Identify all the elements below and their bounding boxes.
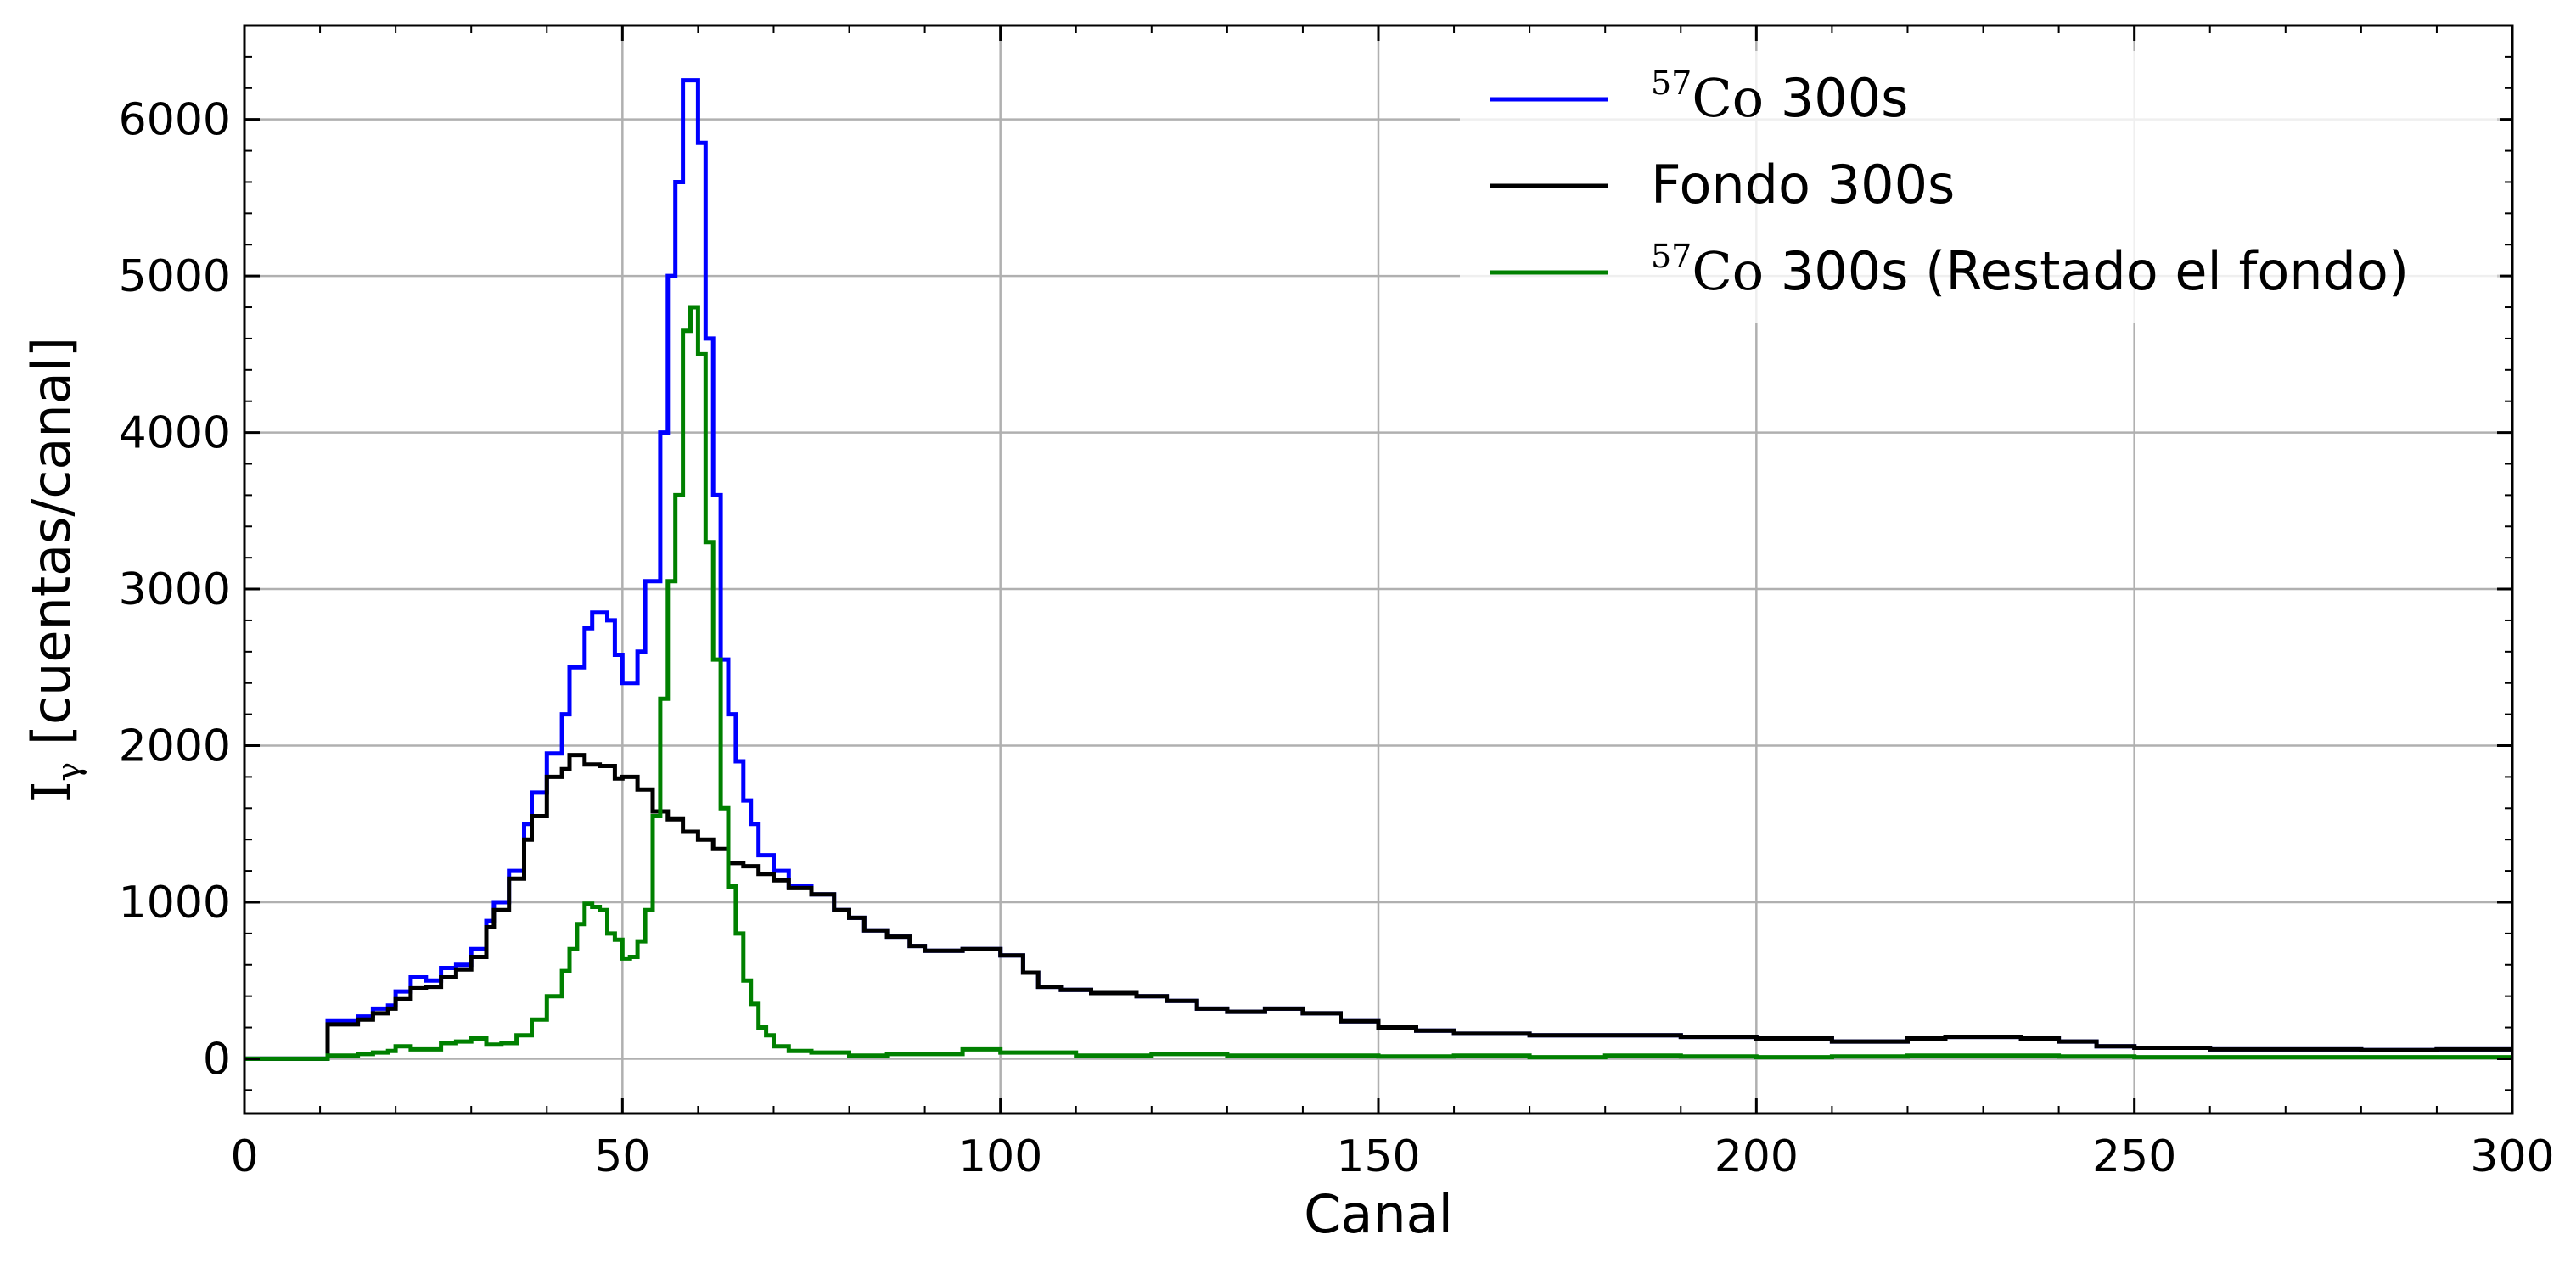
y-tick-label: 2000	[119, 721, 231, 772]
y-axis-label-subscript: γ	[50, 762, 87, 782]
legend-label-co57-restado: 57Co 300s (Restado el fondo)	[1651, 238, 2409, 302]
svg-text:Iγ [cuentas/canal]: Iγ [cuentas/canal]	[20, 337, 87, 802]
y-tick-label: 5000	[119, 251, 231, 302]
plot-frame	[243, 24, 2514, 1115]
x-tick-label: 0	[230, 1131, 258, 1182]
x-tick-label: 150	[1336, 1131, 1420, 1182]
x-tick-label: 200	[1715, 1131, 1799, 1182]
y-tick-label: 6000	[119, 95, 231, 146]
y-tick-label: 3000	[119, 564, 231, 615]
x-tick-label: 250	[2092, 1131, 2176, 1182]
legend-box	[1460, 51, 2500, 323]
tick-labels: 0 50 100 150 200 250 3000100020003000400050006…	[119, 95, 2555, 1182]
legend-label-fondo: Fondo 300s	[1651, 154, 1955, 216]
x-axis-label: Canal	[1304, 1183, 1453, 1245]
x-tick-label: 300	[2470, 1131, 2554, 1182]
series-layer	[244, 78, 2512, 1061]
y-axis-label-units: [cuentas/canal]	[20, 337, 82, 762]
x-tick-label: 50	[594, 1131, 650, 1182]
y-tick-label: 0	[203, 1034, 231, 1085]
x-tick-label: 100	[958, 1131, 1042, 1182]
y-tick-label: 1000	[119, 878, 231, 929]
y-axis-label: Iγ [cuentas/canal]	[20, 337, 87, 802]
series-fondo	[244, 753, 2512, 1061]
series-co57-restado	[244, 305, 2512, 1061]
y-axis-label-symbol: I	[20, 782, 82, 803]
y-tick-label: 4000	[119, 408, 231, 459]
legend: 57Co 300s Fondo 300s 57Co 300s (Restado …	[1460, 51, 2500, 323]
legend-label-co57: 57Co 300s	[1651, 65, 1908, 129]
